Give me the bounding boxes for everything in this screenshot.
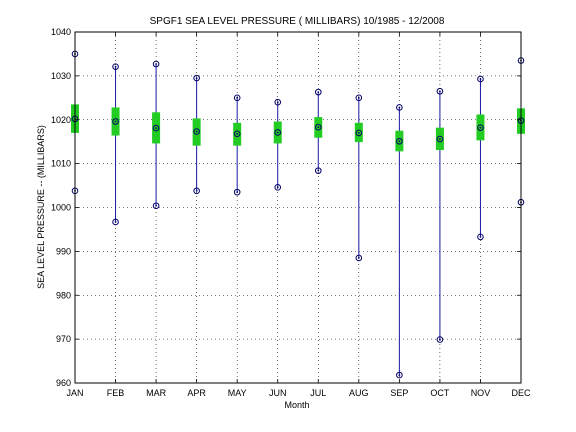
max-marker-dot — [357, 96, 360, 99]
mean-marker-dot — [439, 138, 441, 140]
max-marker — [112, 63, 119, 70]
y-tick-label: 1020 — [51, 115, 71, 125]
max-marker-dot — [276, 101, 279, 104]
min-marker-dot — [276, 186, 279, 189]
min-marker-dot — [236, 191, 239, 194]
y-tick-label: 1040 — [51, 27, 71, 37]
max-marker-dot — [479, 78, 482, 80]
max-marker-dot — [236, 96, 239, 99]
min-marker — [274, 184, 282, 191]
min-marker-dot — [155, 204, 157, 207]
x-tick-label: MAY — [228, 388, 247, 398]
mean-marker-dot — [357, 132, 360, 134]
mean-marker-dot — [479, 126, 482, 129]
y-tick-label: 970 — [56, 334, 71, 344]
max-marker — [193, 74, 200, 82]
max-marker-dot — [114, 65, 117, 68]
mean-marker-dot — [236, 132, 239, 135]
mean-marker-dot — [398, 140, 401, 143]
max-marker-dot — [398, 106, 401, 109]
min-marker — [112, 218, 119, 226]
x-tick-label: AUG — [349, 388, 369, 398]
min-marker-dot — [317, 169, 320, 172]
min-marker — [436, 336, 444, 343]
min-marker-dot — [114, 221, 117, 223]
max-marker — [355, 94, 363, 102]
min-marker — [477, 233, 484, 241]
max-marker-dot — [195, 77, 198, 79]
x-tick-label: DEC — [511, 388, 531, 398]
chart-title: SPGF1 SEA LEVEL PRESSURE ( MILLIBARS) 10… — [150, 16, 445, 27]
min-marker — [396, 371, 403, 379]
x-tick-label: JAN — [66, 388, 83, 398]
max-marker — [274, 98, 282, 106]
min-marker-dot — [357, 257, 360, 259]
mean-marker — [477, 124, 484, 131]
y-tick-label: 980 — [56, 290, 71, 300]
min-marker — [193, 187, 200, 195]
y-axis-ticks: 960 970 980 990 1000 1010 1020 1030 1040 — [51, 27, 521, 388]
mean-marker — [152, 124, 160, 132]
min-marker-dot — [195, 189, 198, 192]
mean-marker — [112, 118, 119, 125]
mean-marker-dot — [276, 131, 279, 134]
mean-marker — [193, 128, 200, 135]
min-marker-dot — [439, 338, 441, 341]
min-marker — [314, 167, 322, 174]
mean-marker-dot — [317, 126, 320, 129]
mean-marker — [436, 135, 444, 143]
min-marker-dot — [398, 374, 401, 377]
x-tick-label: MAR — [146, 388, 167, 398]
mean-marker — [233, 130, 241, 138]
min-marker — [233, 188, 241, 196]
plot-frame — [74, 31, 522, 384]
x-tick-label: APR — [187, 388, 206, 398]
min-marker — [355, 254, 363, 262]
max-marker-dot — [439, 90, 441, 93]
x-tick-label: JUN — [269, 388, 287, 398]
max-marker — [436, 87, 444, 95]
y-tick-label: 960 — [56, 378, 71, 388]
data-series — [71, 50, 525, 379]
x-tick-label: NOV — [471, 388, 491, 398]
max-marker — [233, 94, 241, 102]
max-marker-dot — [155, 63, 157, 65]
x-tick-label: FEB — [107, 388, 125, 398]
mean-marker-dot — [114, 120, 117, 123]
grid — [75, 32, 521, 383]
y-tick-label: 1010 — [51, 159, 71, 169]
mean-marker-dot — [155, 127, 157, 129]
mean-marker — [355, 129, 363, 137]
max-marker — [477, 75, 484, 83]
mean-marker-dot — [195, 130, 198, 133]
min-marker-dot — [479, 235, 482, 238]
mean-marker — [396, 137, 403, 145]
x-tick-label: OCT — [430, 388, 450, 398]
y-axis-label: SEA LEVEL PRESSURE -- (MILLIBARS) — [36, 125, 46, 289]
mean-marker — [274, 129, 282, 136]
max-marker — [314, 88, 322, 96]
max-marker-dot — [317, 91, 320, 94]
x-tick-label: SEP — [390, 388, 408, 398]
max-marker — [396, 104, 403, 111]
y-tick-label: 1030 — [51, 71, 71, 81]
y-tick-label: 1000 — [51, 203, 71, 213]
y-tick-label: 990 — [56, 246, 71, 256]
mean-marker — [314, 123, 322, 131]
max-marker — [152, 60, 160, 68]
x-axis-label: Month — [284, 400, 309, 410]
x-axis-ticks: JAN FEB MAR APR MAY JUN JUL AUG SEP OCT NOV DEC — [66, 32, 531, 398]
x-tick-label: JUL — [310, 388, 326, 398]
min-marker — [152, 202, 160, 210]
